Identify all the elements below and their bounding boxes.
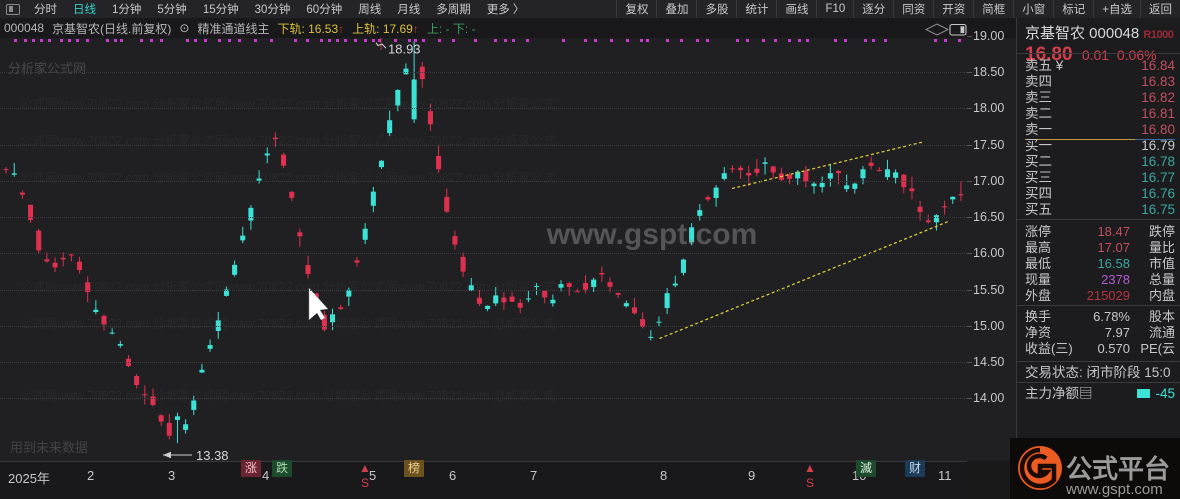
svg-text:13.38: 13.38 [196, 448, 229, 461]
svg-text:公式网www.70822.com 分析家公式网www.70: 公式网www.70822.com 分析家公式网www.70822.com 分析家… [20, 316, 556, 331]
svg-text:分析家公式网: 分析家公式网 [8, 61, 86, 76]
svg-text:www.gspt.com: www.gspt.com [1065, 481, 1163, 498]
svg-text:用到未来数据: 用到未来数据 [10, 440, 88, 455]
svg-text:公式网www.70822.com 分析家公式网www.70: 公式网www.70822.com 分析家公式网www.70822.com 分析家… [20, 133, 556, 148]
svg-text:18.93: 18.93 [388, 42, 421, 57]
svg-text:公式网www.70822.com 分析家公式网www.70: 公式网www.70822.com 分析家公式网www.70822.com 分析家… [20, 279, 556, 294]
svg-text:www.gspt.com: www.gspt.com [546, 218, 758, 251]
svg-text:公式平台: 公式平台 [1066, 454, 1170, 484]
svg-text:公式网www.70822.com 分析家公式网www.70: 公式网www.70822.com 分析家公式网www.70822.com 分析家… [20, 388, 556, 403]
svg-text:公式网www.70822.com 分析家公式网www.70: 公式网www.70822.com 分析家公式网www.70822.com 分析家… [20, 170, 556, 185]
